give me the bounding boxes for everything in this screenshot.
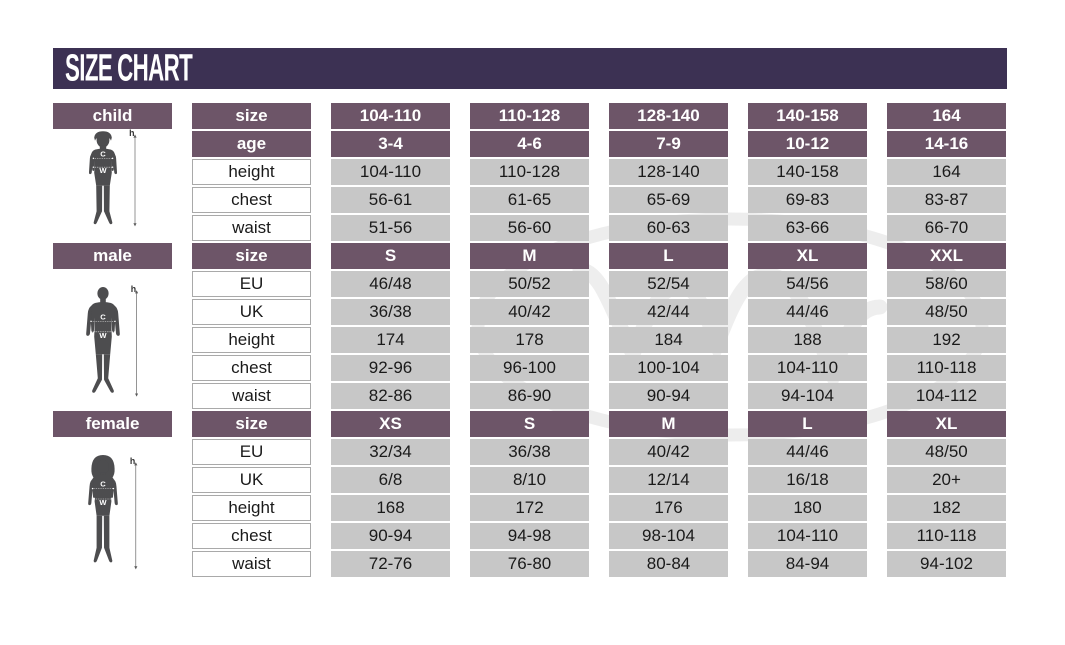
svg-text:C: C bbox=[100, 480, 106, 489]
svg-text:h: h bbox=[130, 456, 135, 466]
svg-text:W: W bbox=[99, 498, 107, 507]
svg-text:W: W bbox=[99, 331, 107, 340]
svg-text:W: W bbox=[99, 166, 107, 175]
svg-text:C: C bbox=[100, 149, 106, 158]
svg-text:h: h bbox=[131, 284, 136, 294]
svg-text:C: C bbox=[100, 312, 106, 321]
svg-text:h: h bbox=[129, 128, 134, 138]
